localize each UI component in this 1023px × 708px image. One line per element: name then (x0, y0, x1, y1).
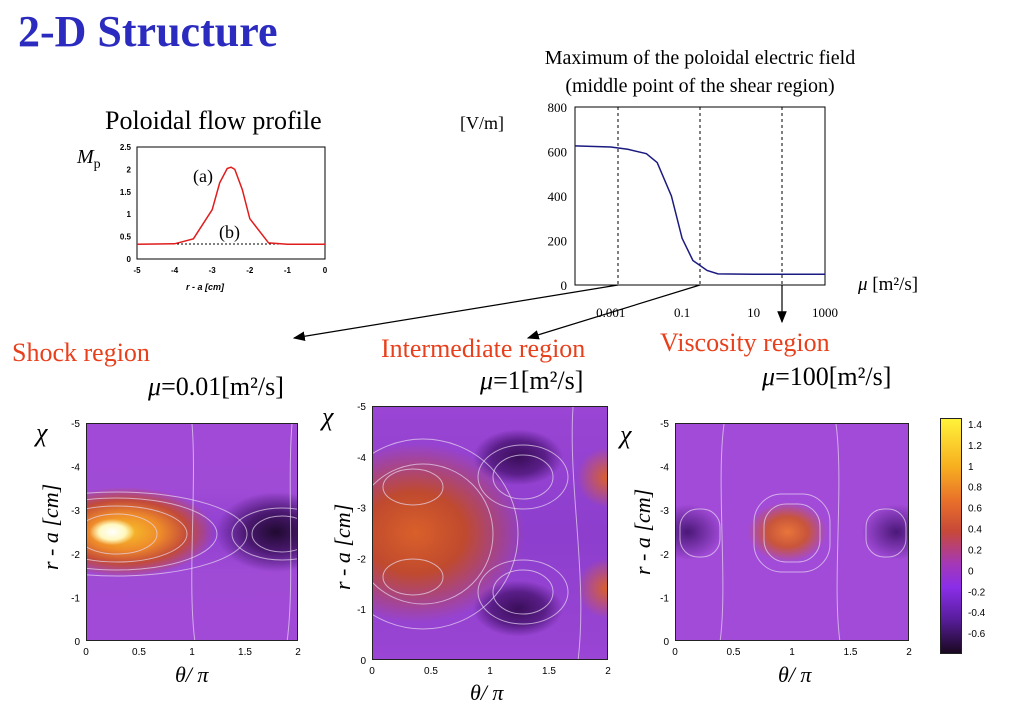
map2-ytick: -2 (357, 554, 366, 565)
colorbar-ticks: 1.4 1.2 1 0.8 0.6 0.4 0.2 0 -0.2 -0.4 -0.6 (968, 420, 986, 640)
profile-title: Poloidal flow profile (105, 106, 322, 135)
map2-ytick: -3 (357, 504, 366, 515)
colorbar-tick: 1.4 (968, 420, 982, 431)
profile-ytick: 1 (127, 210, 132, 219)
map1-ytick: -3 (71, 506, 80, 517)
colorbar-tick: 0.8 (968, 483, 982, 494)
map3-xtick: 2 (906, 647, 912, 658)
map2-ytick: -4 (357, 453, 366, 464)
efield-xlabel: μ [m²/s] (858, 274, 919, 295)
colorbar (940, 418, 962, 654)
map3-ytick: -2 (660, 550, 669, 561)
profile-series-a (136, 166, 325, 245)
colorbar-tick: 1 (968, 462, 974, 473)
arrow-shock (292, 284, 619, 341)
colorbar-tick: 0 (968, 566, 974, 577)
colorbar-tick: 0.6 (968, 504, 982, 515)
profile-xtick: -2 (246, 266, 254, 275)
map1-xtick: 0.5 (132, 647, 146, 658)
map2-xtick: 1 (487, 666, 493, 677)
map2-xtick: 2 (605, 666, 611, 677)
profile-ytick: 1.5 (120, 188, 132, 197)
efield-ylabel: [V/m] (460, 113, 504, 133)
map3-xlabel: θ/ π (778, 662, 812, 687)
profile-xtick: -4 (171, 266, 179, 275)
map1-ytick: -2 (71, 550, 80, 561)
map3-ytick: -5 (660, 419, 669, 430)
shock-region-label: Shock region (12, 338, 150, 367)
colorbar-tick: -0.2 (968, 587, 986, 598)
efield-ytick: 0 (561, 278, 568, 293)
map1-xlabel: θ/ π (175, 662, 209, 687)
map3-xtick: 1 (789, 647, 795, 658)
map3-ytick: -1 (660, 593, 669, 604)
efield-ytick: 200 (548, 234, 568, 249)
map2-xtick: 1.5 (542, 666, 556, 677)
viscosity-mu: μ=100[m²/s] (762, 362, 892, 391)
colorbar-tick: -0.4 (968, 608, 986, 619)
efield-ytick: 600 (548, 145, 568, 160)
map1-ytick: -4 (71, 463, 80, 474)
map3-xtick: 0 (672, 647, 678, 658)
map2-ytick: 0 (360, 656, 366, 667)
map1-ytick: 0 (74, 637, 80, 648)
shock-mu: μ=0.01[m²/s] (148, 372, 284, 401)
map2-ytick: -5 (357, 402, 366, 413)
profile-xlabel: r - a [cm] (186, 282, 225, 292)
profile-ytick: 0 (127, 255, 132, 264)
map3-ytick: -3 (660, 506, 669, 517)
profile-ylabel: Mp (77, 146, 101, 172)
efield-xtick: 10 (747, 305, 760, 320)
map1-ytick: -5 (71, 419, 80, 430)
intermediate-region-label: Intermediate region (381, 334, 586, 363)
colorbar-tick: 0.2 (968, 545, 982, 556)
map3-chi: χ (620, 420, 632, 449)
profile-ytick: 0.5 (120, 233, 132, 242)
colorbar-tick: 1.2 (968, 441, 982, 452)
map2-chi: χ (322, 402, 334, 431)
map3-xtick: 0.5 (727, 647, 741, 658)
efield-title: Maximum of the poloidal electric field (… (544, 47, 856, 97)
efield-series (574, 145, 825, 276)
map1-xtick: 2 (295, 647, 301, 658)
efield-xtick: 1000 (812, 305, 838, 320)
label-b: (b) (219, 222, 240, 243)
profile-axes (136, 146, 326, 260)
map2-xtick: 0.5 (424, 666, 438, 677)
viscosity-region-label: Viscosity region (660, 328, 830, 357)
map2-ytick: -1 (357, 605, 366, 616)
profile-chart: 2.521.510.50-5 -4 -3 -2 -1 0 (a) (b) r - a [c… (120, 143, 328, 292)
arrow-intermediate (526, 284, 701, 340)
map2-xtick: 0 (369, 666, 375, 677)
map-intermediate (372, 406, 608, 660)
label-a: (a) (193, 166, 213, 187)
intermediate-mu: μ=1[m²/s] (480, 366, 584, 395)
slide-title: 2-D Structure (18, 7, 278, 56)
efield-xtick: 0.1 (674, 305, 690, 320)
profile-xtick: -3 (209, 266, 217, 275)
efield-ytick: 400 (548, 189, 568, 204)
map1-chi: χ (36, 418, 48, 447)
colorbar-tick: 0.4 (968, 525, 982, 536)
map1-xtick: 1.5 (238, 647, 252, 658)
map1-xtick: 1 (189, 647, 195, 658)
map-shock (86, 423, 298, 641)
profile-xtick: 0 (323, 266, 328, 275)
colorbar-tick: -0.6 (968, 629, 986, 640)
profile-xtick: -1 (284, 266, 292, 275)
map-viscosity (675, 423, 909, 641)
profile-xtick: -5 (133, 266, 141, 275)
map3-xtick: 1.5 (844, 647, 858, 658)
profile-ytick: 2 (127, 165, 132, 174)
profile-ytick: 2.5 (120, 143, 132, 152)
map3-ytick: -4 (660, 463, 669, 474)
efield-ytick: 800 (548, 100, 568, 115)
map1-xtick: 0 (83, 647, 89, 658)
map3-ytick: 0 (663, 637, 669, 648)
map2-xlabel: θ/ π (470, 680, 504, 705)
map1-ytick: -1 (71, 593, 80, 604)
